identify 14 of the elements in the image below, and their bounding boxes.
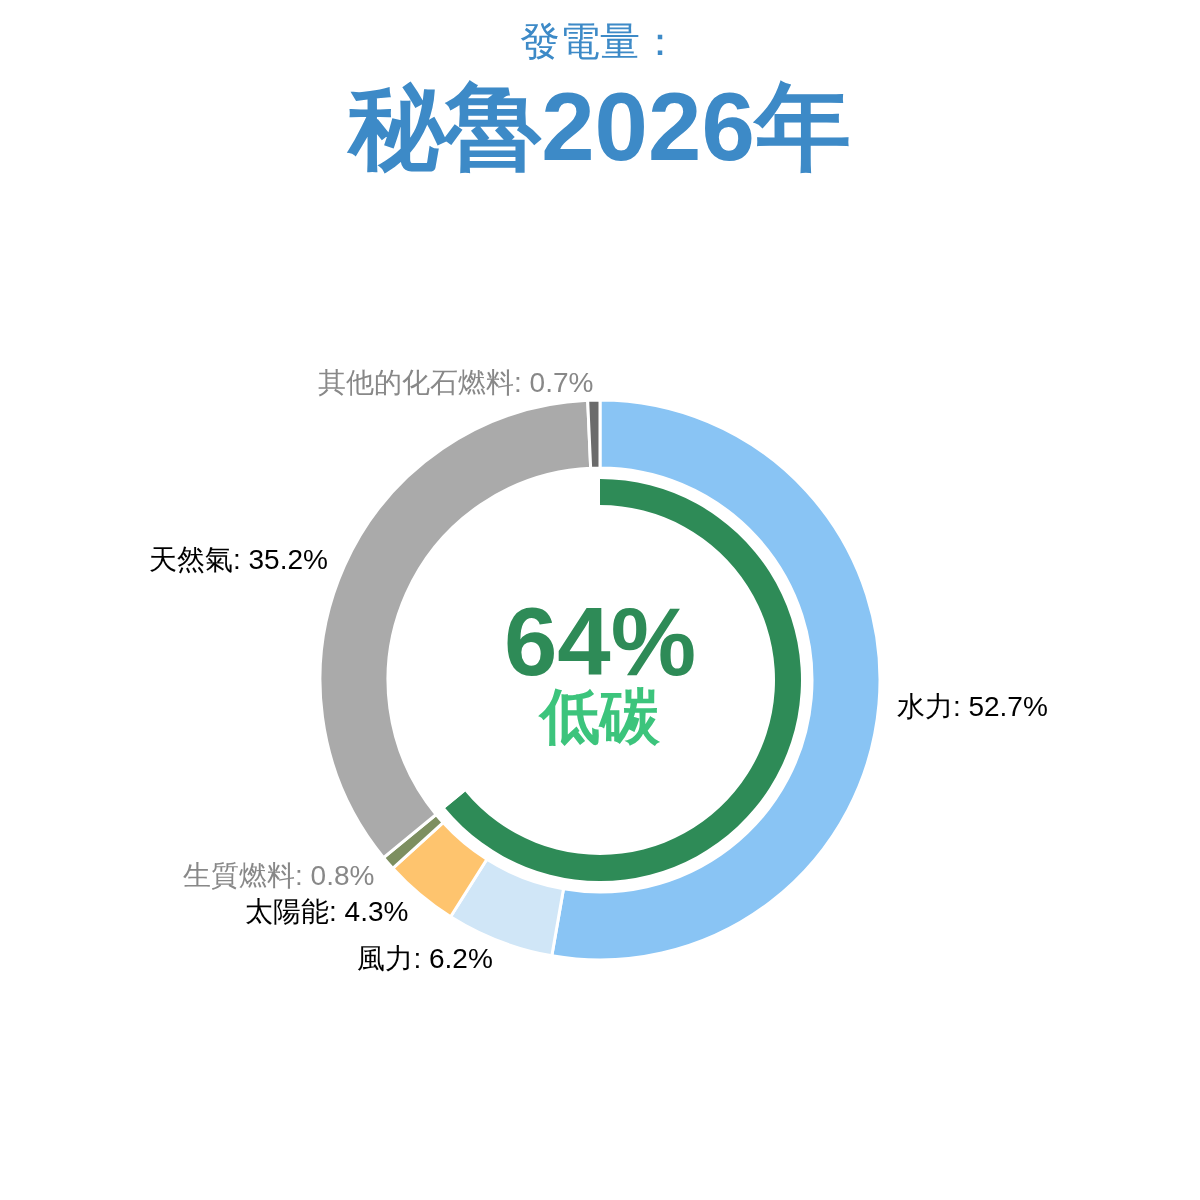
slice-label: 其他的化石燃料 xyxy=(318,367,515,399)
data-label: : 4.3% xyxy=(329,895,409,927)
data-label: : 52.7% xyxy=(952,690,1048,722)
slice-label: 風力 xyxy=(357,943,414,975)
slice-label: 太陽能 xyxy=(245,895,330,927)
chart-title: 秘魯2026年 xyxy=(346,73,851,180)
data-label: : 0.7% xyxy=(514,367,594,399)
data-label: : 35.2% xyxy=(232,543,328,575)
slice-label: 生質燃料 xyxy=(183,859,296,891)
data-label: : 0.8% xyxy=(295,859,375,891)
slice-label: 天然氣 xyxy=(148,543,233,575)
data-label: : 6.2% xyxy=(413,943,493,975)
chart-subtitle: 發電量： xyxy=(520,19,680,63)
slice-label: 水力 xyxy=(896,690,953,722)
